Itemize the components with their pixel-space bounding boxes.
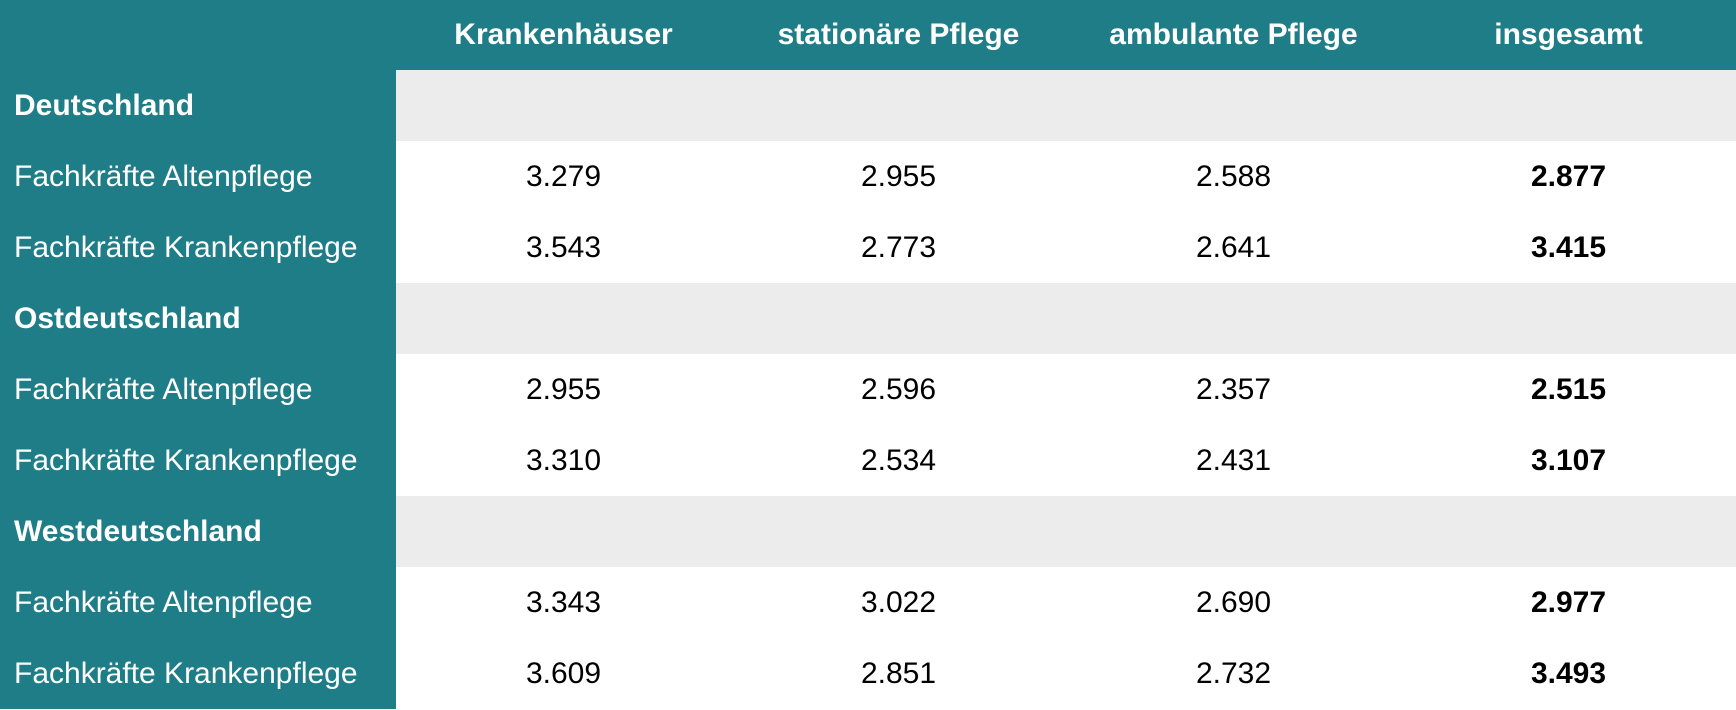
section-row: Deutschland bbox=[0, 70, 1736, 141]
section-title: Westdeutschland bbox=[0, 496, 396, 567]
cell: 3.609 bbox=[396, 638, 731, 709]
section-band bbox=[1066, 283, 1401, 354]
cell: 2.851 bbox=[731, 638, 1066, 709]
row-label: Fachkräfte Krankenpflege bbox=[0, 638, 396, 709]
row-label: Fachkräfte Krankenpflege bbox=[0, 425, 396, 496]
section-band bbox=[731, 283, 1066, 354]
cell: 2.596 bbox=[731, 354, 1066, 425]
col-header: insgesamt bbox=[1401, 0, 1736, 70]
cell: 3.279 bbox=[396, 141, 731, 212]
table-row: Fachkräfte Altenpflege 2.955 2.596 2.357… bbox=[0, 354, 1736, 425]
col-header: Krankenhäuser bbox=[396, 0, 731, 70]
col-header: stationäre Pflege bbox=[731, 0, 1066, 70]
row-label: Fachkräfte Krankenpflege bbox=[0, 212, 396, 283]
section-band bbox=[731, 496, 1066, 567]
row-label: Fachkräfte Altenpflege bbox=[0, 354, 396, 425]
table-row: Fachkräfte Krankenpflege 3.310 2.534 2.4… bbox=[0, 425, 1736, 496]
cell-total: 3.493 bbox=[1401, 638, 1736, 709]
cell: 2.534 bbox=[731, 425, 1066, 496]
cell: 2.955 bbox=[396, 354, 731, 425]
pflege-entgelt-table: Krankenhäuser stationäre Pflege ambulant… bbox=[0, 0, 1736, 709]
section-band bbox=[396, 496, 731, 567]
section-band bbox=[1066, 70, 1401, 141]
cell: 2.690 bbox=[1066, 567, 1401, 638]
cell-total: 2.877 bbox=[1401, 141, 1736, 212]
cell-total: 2.977 bbox=[1401, 567, 1736, 638]
cell-total: 3.107 bbox=[1401, 425, 1736, 496]
section-band bbox=[396, 283, 731, 354]
table-row: Fachkräfte Altenpflege 3.343 3.022 2.690… bbox=[0, 567, 1736, 638]
cell: 2.955 bbox=[731, 141, 1066, 212]
section-row: Ostdeutschland bbox=[0, 283, 1736, 354]
col-header: ambulante Pflege bbox=[1066, 0, 1401, 70]
section-band bbox=[1066, 496, 1401, 567]
cell: 2.431 bbox=[1066, 425, 1401, 496]
cell: 2.357 bbox=[1066, 354, 1401, 425]
section-title: Deutschland bbox=[0, 70, 396, 141]
table-row: Fachkräfte Krankenpflege 3.609 2.851 2.7… bbox=[0, 638, 1736, 709]
cell: 3.022 bbox=[731, 567, 1066, 638]
table-row: Fachkräfte Krankenpflege 3.543 2.773 2.6… bbox=[0, 212, 1736, 283]
cell: 3.310 bbox=[396, 425, 731, 496]
cell-total: 2.515 bbox=[1401, 354, 1736, 425]
row-label: Fachkräfte Altenpflege bbox=[0, 567, 396, 638]
table-row: Fachkräfte Altenpflege 3.279 2.955 2.588… bbox=[0, 141, 1736, 212]
section-title: Ostdeutschland bbox=[0, 283, 396, 354]
section-band bbox=[1401, 283, 1736, 354]
section-band bbox=[731, 70, 1066, 141]
section-row: Westdeutschland bbox=[0, 496, 1736, 567]
cell: 2.641 bbox=[1066, 212, 1401, 283]
cell: 3.543 bbox=[396, 212, 731, 283]
table-header-row: Krankenhäuser stationäre Pflege ambulant… bbox=[0, 0, 1736, 70]
header-corner bbox=[0, 0, 396, 70]
section-band bbox=[1401, 496, 1736, 567]
section-band bbox=[396, 70, 731, 141]
section-band bbox=[1401, 70, 1736, 141]
cell: 2.773 bbox=[731, 212, 1066, 283]
cell: 3.343 bbox=[396, 567, 731, 638]
cell: 2.588 bbox=[1066, 141, 1401, 212]
row-label: Fachkräfte Altenpflege bbox=[0, 141, 396, 212]
cell-total: 3.415 bbox=[1401, 212, 1736, 283]
cell: 2.732 bbox=[1066, 638, 1401, 709]
